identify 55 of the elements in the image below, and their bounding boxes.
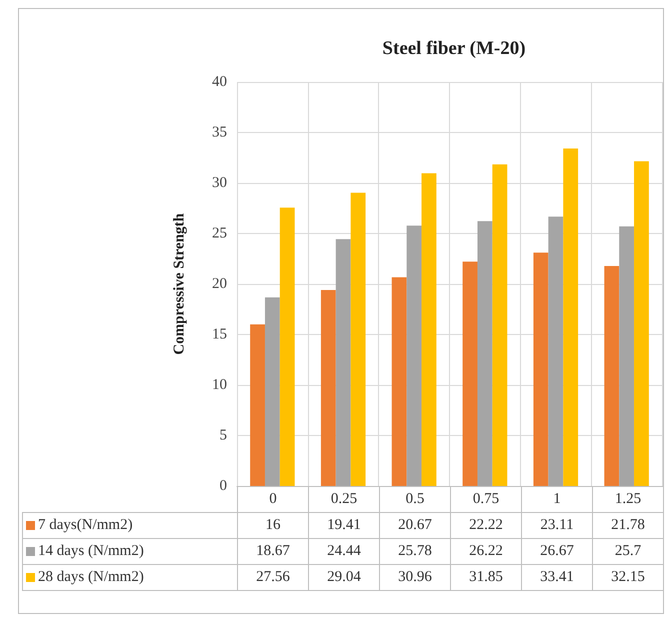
x-tick-label: 1.25 (592, 486, 664, 512)
y-tick-label: 5 (220, 428, 227, 444)
y-axis-title: Compressive Strength (172, 212, 188, 355)
bar (392, 277, 407, 486)
data-label: 27.56 (238, 564, 308, 590)
bar (320, 290, 336, 486)
bar (634, 161, 649, 486)
bar (492, 164, 508, 486)
bar (336, 239, 351, 486)
legend-label: 7 days(N/mm2) (22, 512, 238, 538)
bar (250, 324, 265, 486)
data-label: 24.44 (308, 538, 380, 564)
data-label: 26.22 (450, 538, 522, 564)
y-tick-label: 20 (212, 276, 227, 292)
bar (477, 221, 492, 486)
bar (619, 226, 634, 486)
y-tick-label: 15 (212, 326, 227, 342)
data-label: 32.15 (592, 564, 664, 590)
legend-label: 14 days (N/mm2) (22, 538, 238, 564)
data-label: 26.67 (522, 538, 592, 564)
data-label: 25.78 (380, 538, 450, 564)
bar (350, 192, 366, 486)
bar (406, 226, 422, 486)
legend-label: 28 days (N/mm2) (22, 564, 238, 590)
x-tick-label: 0 (238, 486, 308, 512)
data-label: 33.41 (522, 564, 592, 590)
bar (422, 173, 436, 486)
bar (563, 148, 578, 486)
bar (604, 266, 620, 486)
data-label: 30.96 (380, 564, 450, 590)
x-tick-label: 0.25 (308, 486, 380, 512)
data-label: 31.85 (450, 564, 522, 590)
data-label: 29.04 (308, 564, 380, 590)
data-label: 25.7 (592, 538, 664, 564)
data-label: 18.67 (238, 538, 308, 564)
y-tick-label: 25 (212, 226, 227, 242)
data-label: 22.22 (450, 512, 522, 538)
bar (462, 262, 478, 486)
data-label: 21.78 (592, 512, 664, 538)
data-label: 20.67 (380, 512, 450, 538)
x-tick-label: 0.5 (380, 486, 450, 512)
bar (280, 208, 295, 486)
data-label: 23.11 (522, 512, 592, 538)
y-tick-label: 30 (212, 175, 227, 191)
data-label: 19.41 (308, 512, 380, 538)
data-label: 16 (238, 512, 308, 538)
y-tick-label: 40 (212, 74, 227, 90)
bar (548, 216, 564, 486)
x-tick-label: 0.75 (450, 486, 522, 512)
y-tick-label: 35 (212, 124, 227, 140)
y-tick-label: 10 (212, 377, 227, 393)
bar (533, 252, 548, 486)
x-tick-label: 1 (522, 486, 592, 512)
chart-title: Steel fiber (M-20) (382, 38, 526, 59)
bar (264, 297, 280, 486)
